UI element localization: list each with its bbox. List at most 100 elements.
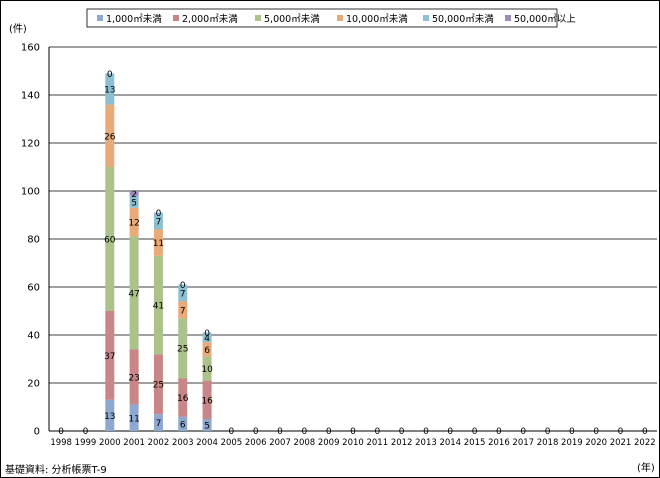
legend-swatch <box>255 15 261 21</box>
zero-label: 0 <box>399 427 405 437</box>
bar-segment <box>153 229 163 256</box>
data-label: 23 <box>128 374 139 384</box>
x-tick-label: 2018 <box>537 438 559 448</box>
bar-segment <box>105 167 115 311</box>
y-tick-label: 60 <box>27 283 40 294</box>
legend-label: 50,000㎡未満 <box>432 13 494 25</box>
zero-label: 0 <box>253 427 259 437</box>
data-label: 10 <box>201 365 213 375</box>
legend-label: 10,000㎡未満 <box>346 13 408 25</box>
data-label: 26 <box>104 132 116 142</box>
legend-label: 1,000㎡未満 <box>106 13 162 25</box>
bar-segment <box>153 414 163 431</box>
x-tick-label: 2004 <box>196 438 218 448</box>
zero-label: 0 <box>569 427 575 437</box>
bar-segment <box>178 416 188 431</box>
data-label: 12 <box>128 219 139 229</box>
bar-segment <box>129 349 139 405</box>
bar-segment <box>202 332 212 343</box>
zero-label: 0 <box>83 427 89 437</box>
x-tick-label: 2020 <box>585 438 607 448</box>
data-label: 41 <box>153 302 164 312</box>
zero-label: 0 <box>58 427 64 437</box>
x-tick-label: 2007 <box>269 438 291 448</box>
zero-label: 0 <box>472 427 478 437</box>
data-label: 60 <box>104 236 116 246</box>
y-unit-label: (件) <box>9 23 27 35</box>
x-tick-label: 2009 <box>318 438 340 448</box>
legend-label: 5,000㎡未満 <box>264 13 320 25</box>
x-unit-label: (年) <box>637 461 655 474</box>
y-tick-label: 100 <box>21 187 40 198</box>
data-label: 47 <box>128 290 139 300</box>
zero-label: 0 <box>496 427 502 437</box>
bar-segment <box>178 301 188 319</box>
data-label: 25 <box>153 381 164 391</box>
x-tick-label: 1999 <box>75 438 97 448</box>
legend-label: 50,000㎡以上 <box>514 14 576 25</box>
x-tick-label: 2016 <box>488 438 510 448</box>
bar-segment <box>178 378 188 417</box>
legend-label: 2,000㎡未満 <box>182 13 238 25</box>
data-label: 7 <box>156 218 162 228</box>
data-label: 7 <box>156 419 162 429</box>
x-tick-label: 2003 <box>172 438 194 448</box>
bar-segment <box>105 311 115 400</box>
zero-label: 0 <box>447 427 453 437</box>
x-tick-label: 2000 <box>99 438 121 448</box>
x-tick-label: 2015 <box>464 438 486 448</box>
bar-segment <box>153 255 163 355</box>
data-label: 13 <box>104 412 115 422</box>
x-tick-label: 2011 <box>366 438 388 448</box>
x-tick-label: 2001 <box>123 438 145 448</box>
x-tick-label: 2021 <box>610 438 632 448</box>
y-tick-label: 120 <box>21 139 40 150</box>
zero-label: 0 <box>642 427 648 437</box>
legend-box <box>86 8 558 28</box>
zero-label: 0 <box>618 427 624 437</box>
bar-segment <box>202 419 212 431</box>
bar-segment <box>153 354 163 415</box>
x-tick-label: 1998 <box>50 438 72 448</box>
bar-segment <box>105 73 115 105</box>
bar-segment <box>178 318 188 379</box>
x-tick-label: 2012 <box>391 438 413 448</box>
data-label: 0 <box>156 209 162 219</box>
zero-label: 0 <box>350 427 356 437</box>
bar-segment <box>105 399 115 431</box>
bar-segment <box>129 195 139 208</box>
bar-segment <box>202 342 212 357</box>
bar-segment <box>202 380 212 419</box>
x-tick-label: 2006 <box>245 438 267 448</box>
bar-segment <box>129 207 139 237</box>
y-tick-label: 20 <box>27 379 40 390</box>
y-tick-label: 40 <box>27 331 40 342</box>
legend-swatch <box>423 15 429 21</box>
y-tick-label: 140 <box>21 91 40 102</box>
zero-label: 0 <box>423 427 429 437</box>
bar-segment <box>129 236 139 350</box>
zero-label: 0 <box>520 427 526 437</box>
data-label: 16 <box>177 394 189 404</box>
legend-swatch <box>173 15 179 21</box>
bar-segment <box>129 191 139 196</box>
x-tick-label: 2002 <box>148 438 170 448</box>
data-label: 7 <box>180 306 186 316</box>
x-tick-label: 2013 <box>415 438 437 448</box>
bar-segment <box>153 212 163 230</box>
data-label: 16 <box>201 396 213 406</box>
x-tick-label: 2008 <box>294 438 316 448</box>
zero-label: 0 <box>545 427 551 437</box>
data-label: 11 <box>153 239 164 249</box>
data-label: 37 <box>104 352 115 362</box>
zero-label: 0 <box>301 427 307 437</box>
data-label: 25 <box>177 345 188 355</box>
source-note: 基礎資料: 分析帳票T-9 <box>5 465 107 476</box>
x-tick-label: 2005 <box>221 438 243 448</box>
y-tick-label: 80 <box>27 235 40 246</box>
bar-segment <box>105 104 115 167</box>
data-label: 7 <box>180 290 186 300</box>
data-label: 11 <box>128 414 139 424</box>
x-tick-label: 2014 <box>439 438 461 448</box>
